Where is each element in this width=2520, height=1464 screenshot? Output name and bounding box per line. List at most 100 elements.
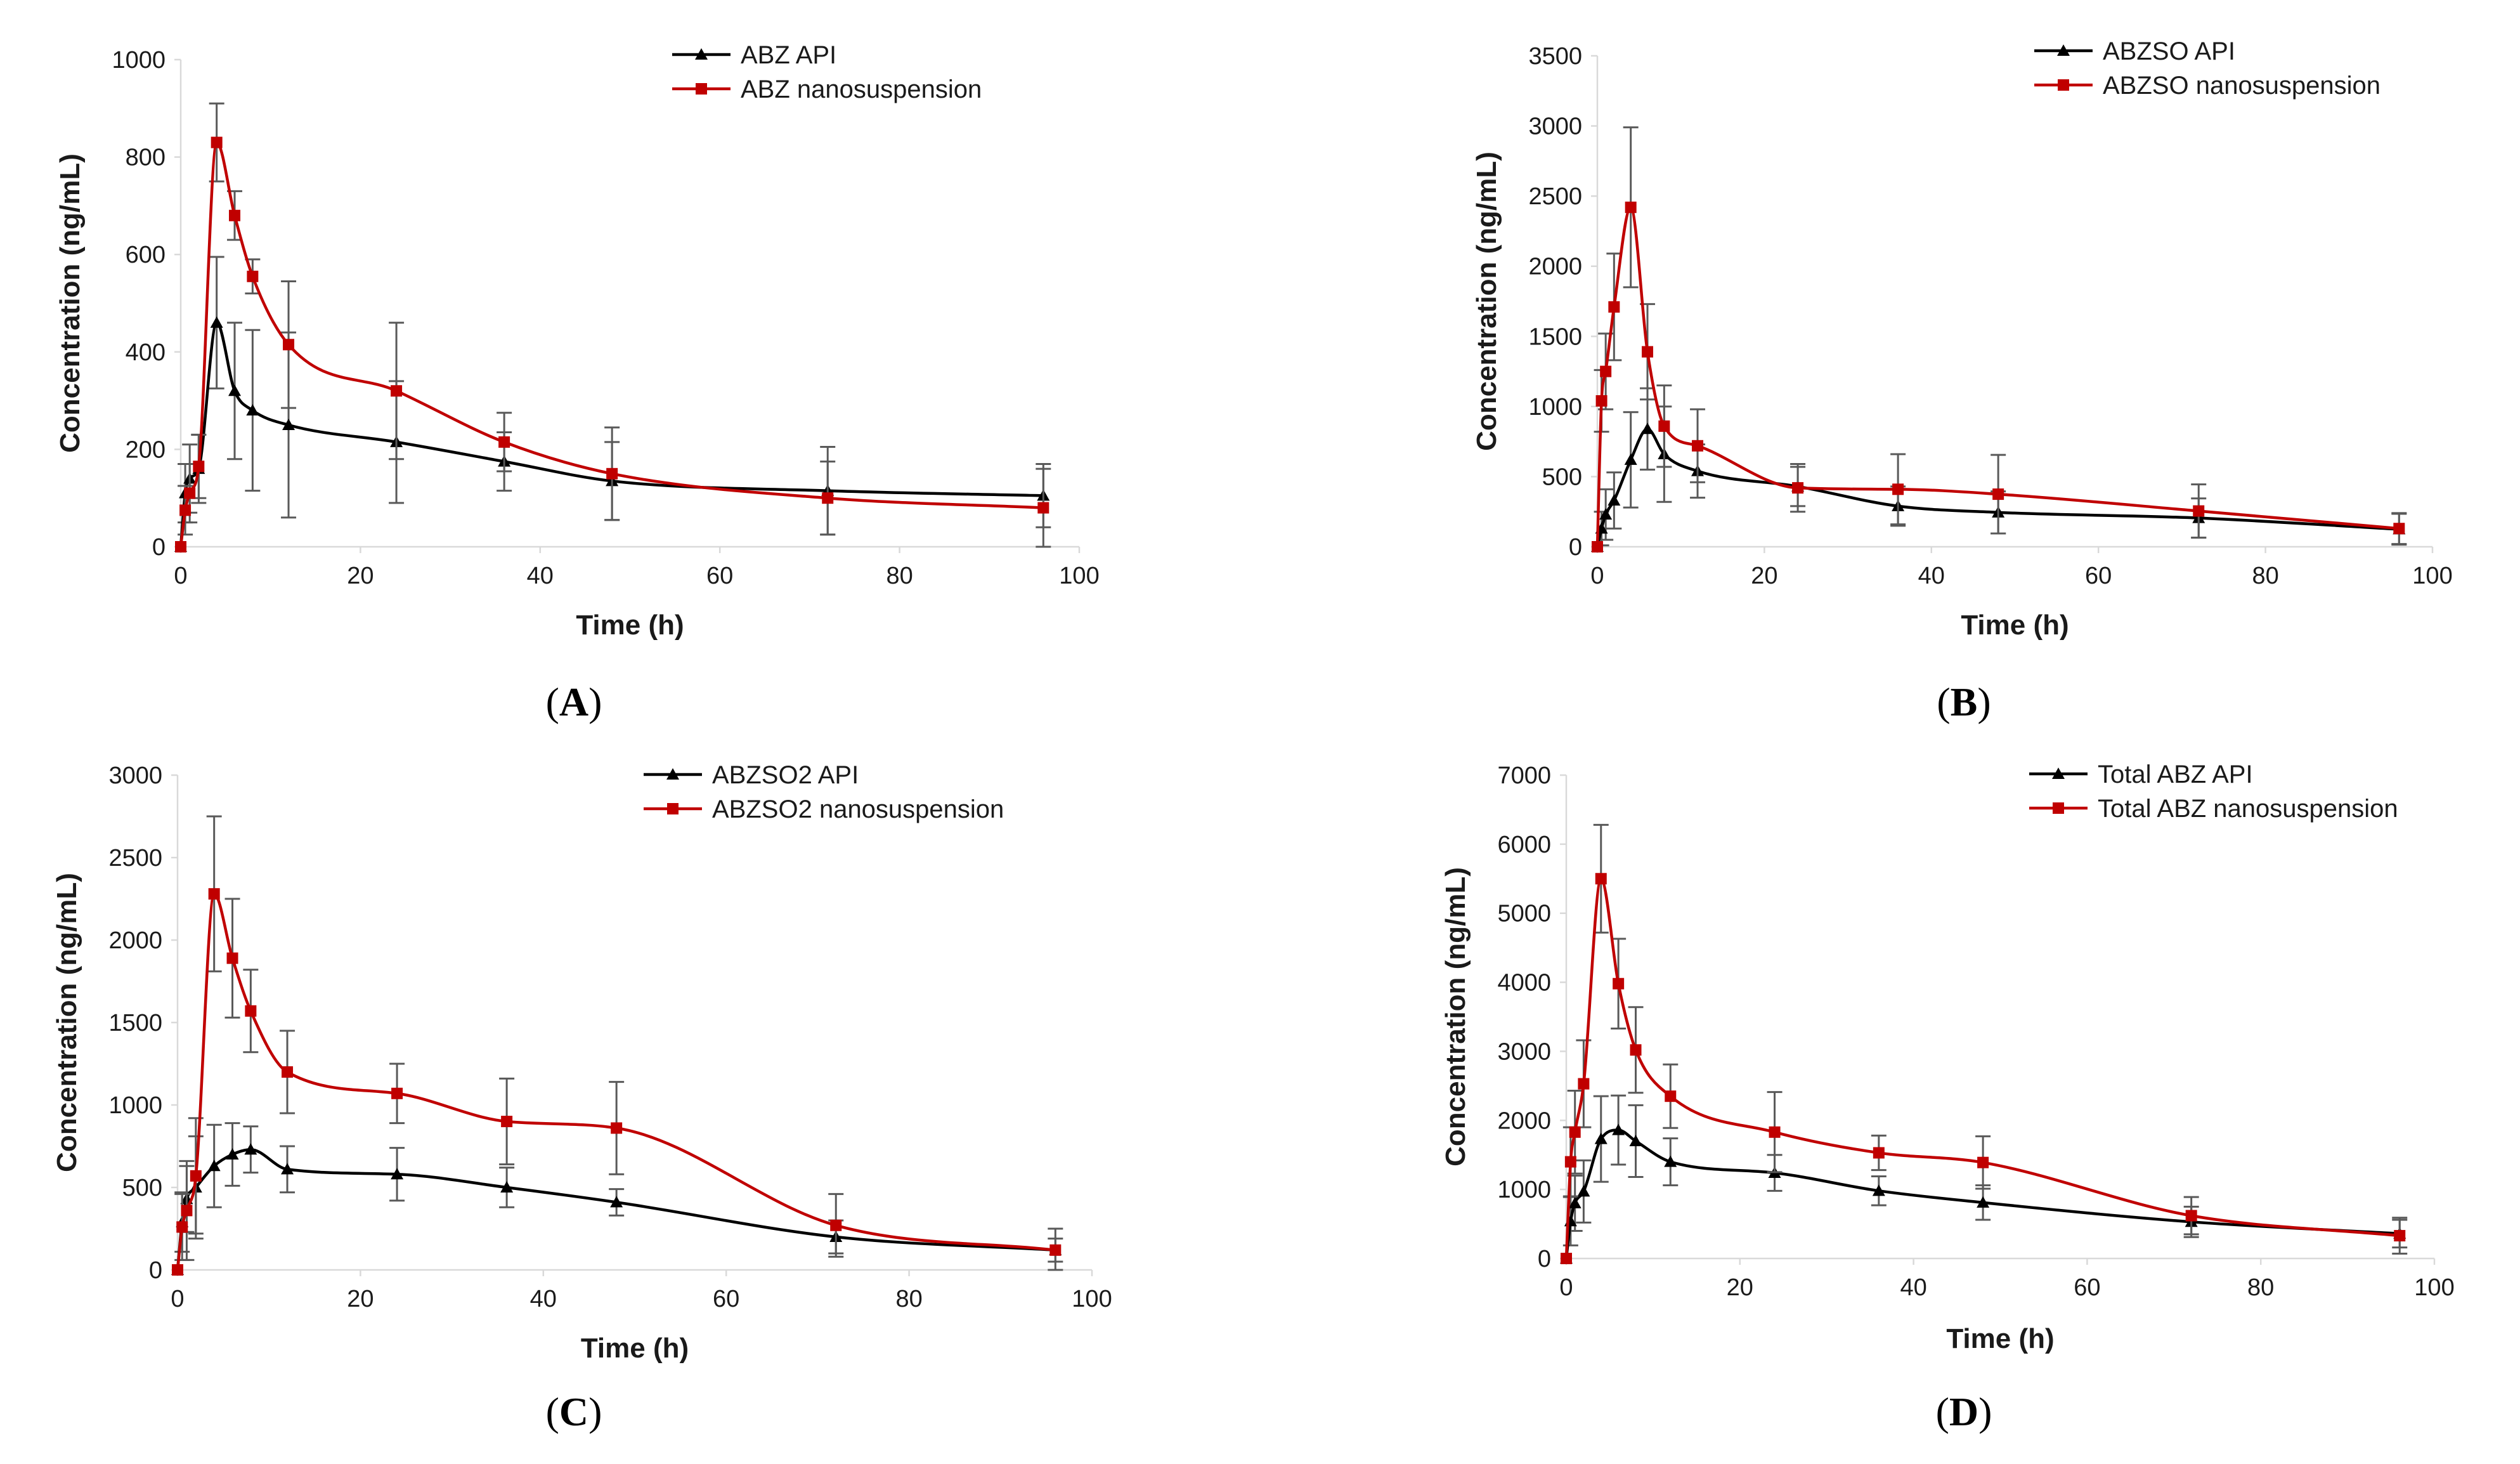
data-point: [1992, 488, 2004, 500]
data-point: [1892, 483, 1904, 495]
x-axis-title: Time (h): [581, 1333, 689, 1364]
y-tick-label: 2000: [1497, 1108, 1551, 1134]
data-point: [1607, 494, 1621, 506]
x-tick-label: 100: [2412, 563, 2452, 589]
x-axis-title: Time (h): [1946, 1323, 2054, 1354]
data-point: [229, 209, 241, 221]
data-point: [2394, 1230, 2406, 1242]
data-point: [246, 403, 259, 415]
data-point: [606, 467, 618, 480]
data-point: [1612, 1123, 1625, 1135]
data-point: [391, 1087, 403, 1099]
data-point: [1977, 1196, 1990, 1208]
data-point: [208, 888, 220, 900]
data-point: [190, 1170, 202, 1182]
y-axis-title: Concentration (ng/mL): [1440, 867, 1471, 1167]
data-point: [1629, 1134, 1642, 1146]
data-point: [1568, 1196, 1581, 1208]
x-tick-label: 0: [1559, 1274, 1573, 1301]
y-tick-label: 4000: [1497, 970, 1551, 997]
data-point: [244, 1143, 257, 1155]
y-tick-label: 1500: [108, 1010, 162, 1036]
legend-label: ABZSO2 nanosuspension: [712, 795, 1004, 823]
data-point: [1630, 1044, 1642, 1056]
data-point: [1613, 977, 1625, 990]
data-point: [610, 1196, 623, 1208]
x-tick-label: 100: [1059, 563, 1099, 589]
y-axis-title: Concentration (ng/mL): [55, 154, 86, 453]
y-tick-label: 3000: [1528, 114, 1582, 140]
data-point: [1594, 1132, 1607, 1144]
legend-marker: [696, 83, 707, 95]
data-point: [226, 1148, 239, 1160]
x-tick-label: 60: [713, 1286, 739, 1312]
data-point: [1595, 873, 1607, 885]
x-axis-title: Time (h): [1961, 610, 2069, 641]
y-tick-label: 200: [126, 436, 166, 463]
data-point: [1692, 440, 1704, 452]
legend-label: ABZ API: [741, 41, 836, 69]
panel-label: (A): [546, 679, 602, 724]
data-point: [245, 1005, 257, 1017]
data-point: [500, 1181, 514, 1193]
data-point: [210, 316, 223, 328]
data-point: [1578, 1078, 1590, 1090]
data-point: [1564, 1156, 1576, 1168]
panel-label: (D): [1936, 1389, 1992, 1434]
y-tick-label: 3000: [1497, 1038, 1551, 1065]
data-point: [175, 541, 186, 552]
data-point: [1872, 1184, 1885, 1196]
y-tick-label: 1000: [1528, 394, 1582, 421]
x-tick-label: 20: [347, 563, 373, 589]
y-tick-label: 2500: [1528, 183, 1582, 210]
panel-label: (B): [1937, 679, 1991, 724]
y-tick-label: 500: [1542, 464, 1582, 490]
legend-label: ABZ nanosuspension: [741, 75, 982, 103]
data-point: [193, 461, 205, 473]
data-point: [830, 1219, 842, 1231]
x-tick-label: 80: [2252, 563, 2278, 589]
x-tick-label: 0: [171, 1286, 184, 1312]
series-line: [1595, 427, 2400, 547]
y-axis-title: Concentration (ng/mL): [1471, 152, 1502, 451]
y-tick-label: 0: [1538, 1246, 1551, 1272]
data-point: [184, 487, 196, 499]
x-tick-label: 40: [527, 563, 554, 589]
data-point: [207, 1160, 221, 1172]
x-tick-label: 100: [1072, 1286, 1112, 1312]
legend-label: ABZSO nanosuspension: [2103, 72, 2380, 100]
data-point: [1658, 420, 1670, 432]
x-tick-label: 60: [2074, 1274, 2100, 1301]
y-tick-label: 800: [126, 145, 166, 171]
data-point: [283, 339, 295, 351]
legend-label: Total ABZ API: [2098, 761, 2253, 788]
y-tick-label: 3500: [1528, 43, 1582, 70]
y-tick-label: 600: [126, 242, 166, 268]
data-point: [226, 952, 238, 964]
data-point: [1608, 301, 1620, 313]
data-point: [1569, 1126, 1581, 1138]
y-tick-label: 6000: [1497, 832, 1551, 858]
data-point: [501, 1116, 513, 1127]
series-nanosuspension: [175, 102, 1051, 552]
y-tick-label: 1000: [108, 1092, 162, 1119]
legend-marker: [2058, 79, 2069, 91]
x-tick-label: 100: [2414, 1274, 2454, 1301]
data-point: [391, 1168, 404, 1180]
data-point: [391, 385, 403, 397]
data-point: [181, 1205, 193, 1217]
data-point: [1561, 1253, 1572, 1264]
x-tick-label: 40: [1918, 563, 1945, 589]
legend-marker: [2057, 44, 2070, 56]
x-tick-label: 40: [530, 1286, 557, 1312]
data-point: [282, 419, 296, 430]
data-point: [1977, 1156, 1989, 1168]
data-point: [1625, 201, 1637, 213]
data-point: [611, 1122, 623, 1134]
y-tick-label: 500: [122, 1175, 162, 1201]
series-nanosuspension: [1561, 823, 2408, 1264]
y-tick-label: 400: [126, 339, 166, 366]
data-point: [1873, 1147, 1885, 1159]
data-point: [176, 1221, 188, 1233]
